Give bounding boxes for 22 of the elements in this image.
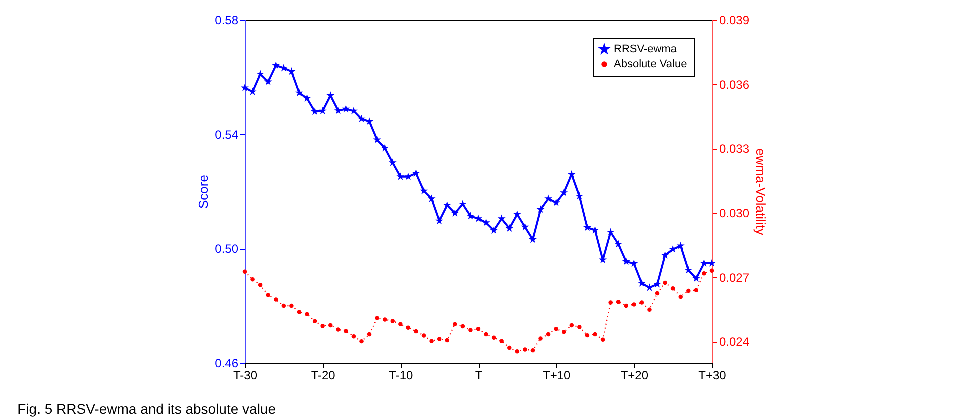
legend-label: Absolute Value (614, 58, 688, 70)
y2-tick-label: 0.030 (720, 206, 750, 220)
x-tick-label: T+30 (698, 368, 727, 382)
y2-axis-title: ewma-Volatility (754, 148, 769, 236)
y-tick-label: 0.58 (215, 14, 239, 28)
y2-tick-label: 0.027 (720, 270, 750, 285)
y2-tick-label: 0.024 (720, 335, 750, 350)
y2-tick-label: 0.036 (720, 78, 750, 92)
y-tick-label: 0.50 (215, 242, 239, 256)
y2-tick-label: 0.033 (720, 142, 750, 156)
legend-label: RRSV-ewma (614, 44, 678, 56)
y-tick-label: 0.54 (215, 128, 239, 142)
y-tick-label: 0.46 (215, 356, 239, 370)
y2-tick-label: 0.039 (720, 14, 750, 28)
x-tick-label: T-30 (233, 368, 258, 382)
x-tick-label: T (475, 368, 484, 382)
y-axis-title: Score (196, 175, 212, 209)
x-tick-label: T-10 (389, 368, 414, 382)
caption: Fig. 5 RRSV-ewma and its absolute value (18, 401, 276, 417)
x-tick-label: T-20 (311, 368, 336, 382)
x-tick-label: T+10 (542, 368, 571, 382)
x-tick-label: T+20 (620, 368, 649, 382)
